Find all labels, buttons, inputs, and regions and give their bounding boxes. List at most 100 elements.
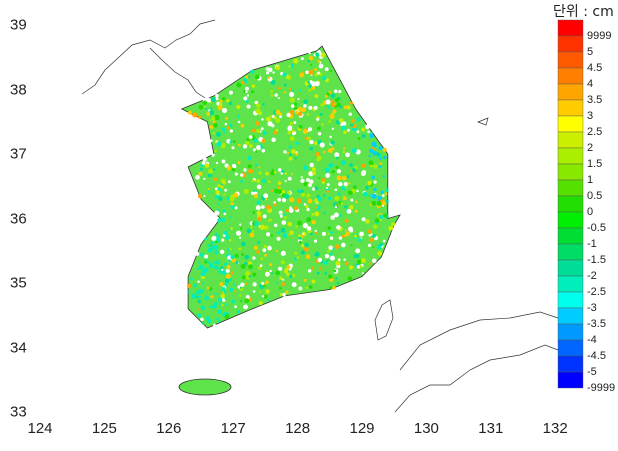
data-point <box>258 171 262 175</box>
data-point <box>334 244 340 250</box>
data-point <box>306 193 311 198</box>
x-tick-label: 124 <box>27 420 53 437</box>
data-point <box>279 214 283 218</box>
data-point <box>279 293 283 297</box>
data-point <box>256 179 260 183</box>
data-point <box>334 105 338 108</box>
data-point <box>299 189 304 194</box>
data-point <box>329 230 333 234</box>
y-tick-label: 37 <box>10 145 27 163</box>
data-point <box>361 127 365 132</box>
data-point <box>288 274 293 279</box>
data-point <box>369 148 374 153</box>
data-point <box>275 250 278 253</box>
data-point <box>219 102 223 107</box>
data-point <box>328 163 334 168</box>
data-point <box>258 166 261 169</box>
data-point <box>212 132 216 135</box>
data-point <box>249 144 253 148</box>
data-point <box>216 236 220 241</box>
data-point <box>300 192 306 197</box>
data-point <box>324 253 330 259</box>
data-point <box>263 294 268 299</box>
data-point <box>253 138 258 143</box>
data-point <box>262 179 267 184</box>
data-point <box>262 131 267 136</box>
data-point <box>200 164 204 168</box>
x-tick-label: 132 <box>542 420 568 437</box>
data-point <box>188 110 192 115</box>
data-point <box>307 59 311 63</box>
data-point <box>224 122 228 126</box>
data-point <box>288 152 292 156</box>
data-point <box>256 200 261 205</box>
data-point <box>356 264 361 269</box>
data-point <box>223 290 227 294</box>
data-point <box>209 139 213 143</box>
data-point <box>210 97 216 103</box>
data-point <box>245 270 251 276</box>
data-point <box>240 263 246 270</box>
data-point <box>209 119 212 122</box>
data-point <box>349 101 353 105</box>
colorbar-bin <box>557 195 584 213</box>
data-point <box>277 197 282 202</box>
data-point <box>368 160 374 166</box>
data-point <box>356 130 360 134</box>
data-point <box>269 115 272 118</box>
data-point <box>309 146 314 151</box>
data-point <box>321 177 326 182</box>
data-point <box>371 175 375 180</box>
data-point <box>308 183 312 187</box>
data-point <box>209 262 212 266</box>
data-point <box>217 203 220 206</box>
data-point <box>214 149 217 153</box>
colorbar-label: -2.5 <box>587 286 606 298</box>
colorbar-label: 4 <box>587 78 594 90</box>
data-point <box>295 141 300 145</box>
data-point <box>283 83 287 87</box>
data-point <box>316 117 320 121</box>
y-tick-label: 35 <box>10 274 27 292</box>
data-point <box>314 186 319 191</box>
data-point <box>343 130 347 135</box>
data-point <box>285 267 289 271</box>
data-point <box>240 123 245 128</box>
data-point <box>344 185 347 188</box>
data-point <box>220 265 224 270</box>
data-point <box>355 200 358 204</box>
data-point <box>275 128 279 132</box>
data-point <box>231 146 235 150</box>
data-point <box>352 185 357 189</box>
data-point <box>252 272 257 277</box>
data-point <box>210 107 213 110</box>
data-point <box>379 157 382 160</box>
data-point <box>254 163 258 167</box>
data-point <box>340 185 346 191</box>
data-point <box>289 97 295 103</box>
colorbar-bin <box>557 339 584 357</box>
data-point <box>269 269 272 273</box>
data-point <box>301 243 305 248</box>
data-point <box>197 299 202 304</box>
data-point <box>346 175 350 179</box>
data-point <box>294 206 299 211</box>
data-point <box>263 225 269 231</box>
colorbar-label: -5 <box>587 366 597 378</box>
data-point <box>247 164 252 169</box>
data-point <box>229 247 232 251</box>
data-point <box>287 126 293 132</box>
data-point <box>278 210 283 215</box>
data-point <box>221 238 225 242</box>
data-point <box>206 260 210 264</box>
data-point <box>220 293 226 299</box>
data-point <box>287 191 291 195</box>
data-point <box>288 87 292 91</box>
data-point <box>204 260 208 264</box>
data-point <box>336 169 342 174</box>
data-point <box>326 259 329 262</box>
data-point <box>215 189 220 195</box>
data-point <box>317 126 321 131</box>
y-tick-label: 33 <box>10 403 27 421</box>
data-point <box>199 167 203 171</box>
